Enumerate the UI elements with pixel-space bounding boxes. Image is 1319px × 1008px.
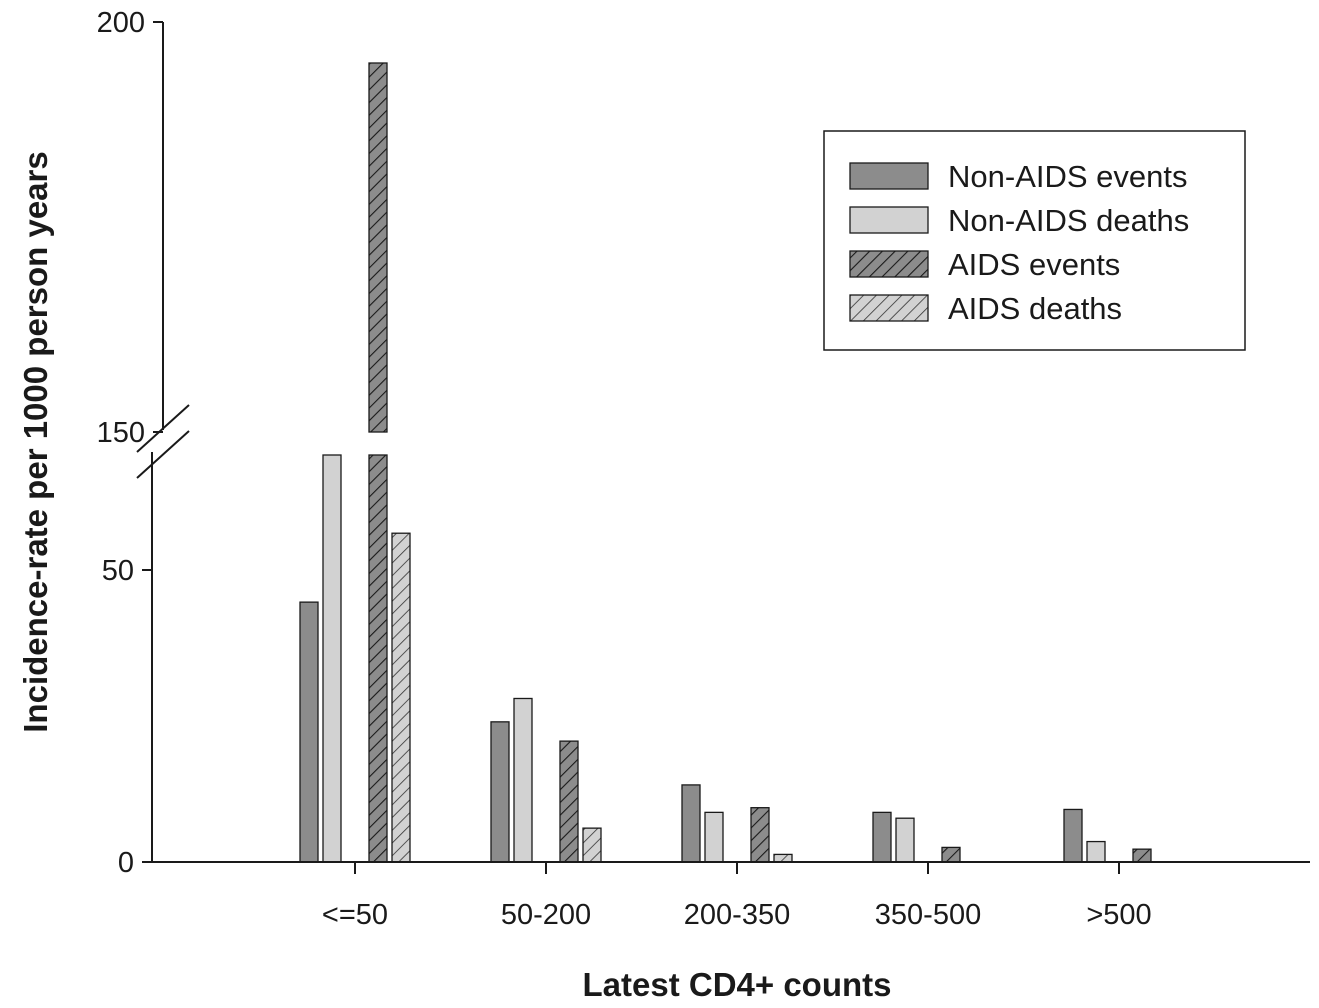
bar	[681, 784, 701, 863]
bars	[299, 62, 1152, 863]
x-tick-label: 350-500	[875, 899, 981, 931]
bar	[750, 807, 770, 863]
bar	[1132, 848, 1152, 863]
bar-segment-upper	[368, 62, 388, 433]
y-tick-label: 200	[97, 7, 145, 39]
x-tick-label: 50-200	[501, 899, 591, 931]
bar	[513, 697, 533, 863]
bar	[582, 827, 602, 863]
bar	[559, 740, 579, 863]
legend-label: Non-AIDS deaths	[948, 203, 1189, 238]
axis-break-mark-lower	[136, 430, 190, 479]
legend: Non-AIDS events Non-AIDS deaths AIDS event…	[823, 130, 1246, 351]
x-tick-label: >500	[1086, 899, 1151, 931]
x-axis-title: Latest CD4+ counts	[583, 966, 892, 1003]
y-tick-label: 0	[118, 847, 134, 879]
axis-break-mark-upper	[136, 404, 190, 453]
bar	[704, 811, 724, 863]
y-axis-title: Incidence-rate per 1000 person years	[17, 151, 54, 732]
legend-swatch	[849, 206, 929, 234]
x-tick-label: <=50	[322, 899, 388, 931]
bar	[895, 817, 915, 863]
bar-segment-lower	[368, 454, 388, 863]
x-tick-label: 200-350	[684, 899, 790, 931]
bar-segment-lower	[322, 454, 342, 863]
bar	[872, 811, 892, 863]
x-ticks: <=50 50-200 200-350 350-500 >500	[322, 862, 1152, 931]
bar	[391, 532, 411, 863]
legend-label: AIDS deaths	[948, 291, 1122, 326]
bar	[299, 601, 319, 863]
legend-label: AIDS events	[948, 247, 1120, 282]
y-tick-label: 150	[97, 417, 145, 449]
legend-swatch	[849, 250, 929, 278]
bar	[490, 721, 510, 863]
legend-swatch	[849, 162, 929, 190]
bar	[941, 846, 961, 863]
legend-swatch	[849, 294, 929, 322]
bar	[1086, 840, 1106, 863]
bar	[1063, 808, 1083, 863]
y-tick-label: 50	[102, 555, 134, 587]
legend-label: Non-AIDS events	[948, 159, 1188, 194]
bar	[773, 853, 793, 863]
y-ticks: 0 50 150 200	[97, 7, 163, 879]
